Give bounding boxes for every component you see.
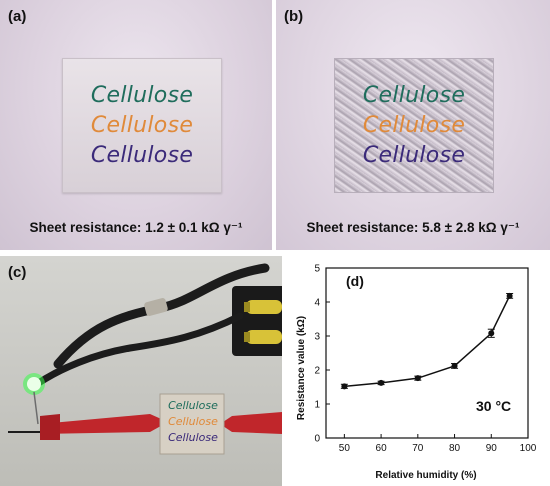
y-tick-label: 3 xyxy=(314,332,320,343)
data-point xyxy=(506,292,513,299)
chart-axes: 50 60 70 80 90 100 0 1 2 3 4 5 xyxy=(314,264,536,455)
y-tick-label: 0 xyxy=(314,434,320,445)
sheet-resistance-a: Sheet resistance: 1.2 ± 0.1 kΩ γ⁻¹ xyxy=(29,220,243,235)
x-tick-label: 50 xyxy=(339,443,351,454)
panel-b-label: (b) xyxy=(284,8,304,25)
red-clip-right-icon xyxy=(220,412,282,434)
panel-c-label: (c) xyxy=(8,264,27,281)
data-point xyxy=(378,379,385,386)
temperature-annotation: 30 °C xyxy=(476,398,511,414)
plot-frame xyxy=(325,267,529,439)
data-point xyxy=(451,362,458,369)
film-c-word-3: Cellulose xyxy=(168,431,218,444)
film-a-word-2: Cellulose xyxy=(90,113,194,138)
y-tick-label: 5 xyxy=(314,264,320,275)
x-tick-label: 90 xyxy=(486,443,498,454)
panel-d-label: (d) xyxy=(346,273,364,289)
film-b-word-2: Cellulose xyxy=(362,113,466,138)
x-tick-label: 80 xyxy=(449,443,461,454)
cellulose-film-a: Cellulose Cellulose Cellulose xyxy=(62,58,222,193)
led-icon xyxy=(23,373,45,425)
x-tick-label: 60 xyxy=(376,443,388,454)
film-a-word-1: Cellulose xyxy=(90,83,194,108)
battery-holder-icon xyxy=(232,286,282,356)
cellulose-film-c xyxy=(159,393,225,455)
film-b-word-1: Cellulose xyxy=(362,83,466,108)
panel-b-photo: (b) Cellulose Cellulose Cellulose Sheet … xyxy=(276,0,550,250)
data-point xyxy=(341,383,348,390)
x-tick-label: 100 xyxy=(520,443,537,454)
y-tick-label: 4 xyxy=(314,298,320,309)
y-tick-label: 1 xyxy=(314,400,320,411)
film-b-word-3: Cellulose xyxy=(362,143,466,168)
humidity-resistance-chart: 50 60 70 80 90 100 0 1 2 3 4 5 (d) 30 °C Relative h… xyxy=(296,264,537,482)
data-point xyxy=(488,330,495,337)
data-point xyxy=(414,375,421,382)
x-tick-label: 70 xyxy=(412,443,424,454)
panel-a-photo: (a) Cellulose Cellulose Cellulose Sheet … xyxy=(0,0,272,250)
film-c-word-1: Cellulose xyxy=(168,399,218,412)
y-axis-label: Resistance value (kΩ) xyxy=(296,316,307,420)
black-wire-icon xyxy=(30,263,270,390)
y-tick-label: 2 xyxy=(314,366,320,377)
panel-a-label: (a) xyxy=(8,8,27,25)
cellulose-film-b: Cellulose Cellulose Cellulose xyxy=(334,58,494,193)
panel-d-chart: 50 60 70 80 90 100 0 1 2 3 4 5 (d) 30 °C Relative h… xyxy=(286,256,550,486)
film-a-word-3: Cellulose xyxy=(90,143,194,168)
panel-c-photo: (c) Cellulose Cellulose Cellulose xyxy=(0,256,282,486)
x-axis-label: Relative humidity (%) xyxy=(375,470,476,481)
metal-connector-icon xyxy=(144,298,168,316)
circuit-photo-svg xyxy=(8,263,282,455)
chart-marks xyxy=(340,292,514,390)
sheet-resistance-b: Sheet resistance: 5.8 ± 2.8 kΩ γ⁻¹ xyxy=(306,220,520,235)
film-c-word-2: Cellulose xyxy=(168,415,218,428)
series-line xyxy=(344,295,511,388)
red-clip-left-icon xyxy=(40,414,168,440)
